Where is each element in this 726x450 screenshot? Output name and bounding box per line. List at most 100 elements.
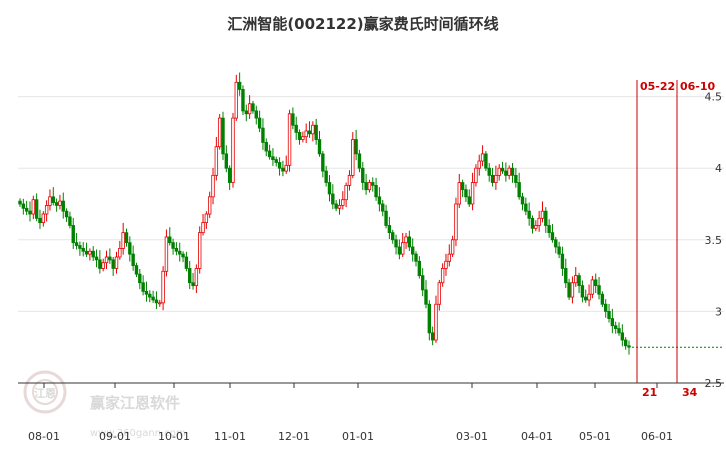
candle-body (267, 150, 272, 158)
candle-body (464, 189, 468, 198)
candle (277, 157, 282, 176)
candle-body (207, 196, 212, 215)
candle-body (570, 282, 575, 298)
candle-body (234, 81, 239, 119)
candle (560, 246, 565, 276)
candle-body (460, 182, 465, 191)
candle (597, 277, 601, 300)
y-axis: 2.533.544.5 (705, 91, 723, 390)
candle-body (577, 275, 581, 287)
candle (144, 281, 149, 302)
candle (231, 112, 235, 188)
candle (604, 299, 608, 318)
candle (244, 104, 248, 122)
candle (148, 290, 152, 303)
candle-body (91, 250, 95, 258)
candle (301, 131, 305, 143)
candle-body (344, 184, 348, 201)
candle-body (377, 196, 382, 205)
candle-body (94, 256, 99, 261)
candle (38, 209, 42, 229)
candle-body (497, 167, 501, 176)
candle (267, 144, 272, 160)
candle (577, 272, 581, 294)
candle (331, 184, 335, 210)
y-tick-label: 3 (715, 305, 722, 318)
candle (517, 172, 521, 200)
candle-body (590, 279, 595, 295)
candle (154, 291, 159, 310)
candle (427, 300, 432, 341)
candle-body (564, 268, 568, 284)
candle-body (557, 246, 561, 255)
candle (387, 216, 392, 239)
candle (544, 207, 548, 233)
candle-body (111, 259, 115, 269)
candle-body (354, 139, 358, 155)
candle (34, 193, 39, 222)
candle-body (18, 200, 22, 205)
candle-body (311, 124, 315, 135)
candle (417, 256, 422, 279)
candle-body (600, 293, 605, 305)
candle-body (181, 253, 185, 258)
candle-body (361, 167, 365, 183)
cycle-date-label: 06-10 (680, 80, 716, 93)
candle-body (307, 130, 312, 135)
candle-body (201, 222, 205, 234)
candle-body (613, 325, 618, 329)
candle-body (474, 167, 478, 183)
candle (454, 197, 458, 247)
candle-body (44, 205, 49, 215)
candle-body (594, 279, 598, 287)
candle-body (204, 213, 209, 224)
candle (184, 251, 189, 272)
cycle-count-label: 21 (642, 386, 657, 399)
candle (397, 239, 402, 260)
candle (450, 235, 455, 257)
candle-body (88, 250, 92, 255)
candle-body (504, 170, 508, 176)
candle (557, 241, 561, 259)
candle (444, 253, 448, 276)
candle-body (364, 182, 368, 191)
candle (351, 132, 355, 179)
candle-body (477, 160, 481, 169)
candle-body (510, 167, 515, 176)
candle-body (194, 268, 199, 287)
x-tick-label: 04-01 (521, 430, 553, 443)
candle (497, 164, 501, 181)
watermark-url: www.360gann.com (90, 428, 186, 439)
candle-body (34, 199, 39, 219)
candle-body (297, 131, 302, 140)
candle-body (171, 242, 175, 249)
gridlines (18, 96, 724, 312)
y-tick-label: 4 (715, 162, 722, 175)
candle (410, 238, 415, 262)
candle-body (357, 153, 362, 169)
candle (124, 228, 129, 247)
candle (174, 242, 179, 256)
candle-body (158, 302, 162, 305)
candle-body (241, 89, 245, 112)
candle (24, 200, 29, 216)
candle-body (264, 142, 268, 152)
candle (274, 156, 278, 167)
candle (324, 165, 328, 187)
candle (524, 197, 528, 216)
candle-body (108, 256, 112, 261)
candle (91, 246, 95, 261)
candle (530, 215, 535, 234)
candle (131, 245, 135, 271)
candle-body (467, 196, 471, 205)
candle (374, 177, 378, 201)
candle (404, 232, 408, 249)
candle-body (314, 124, 318, 140)
candle (188, 260, 192, 290)
candle-body (287, 113, 292, 166)
candle (420, 268, 425, 297)
candle-body (154, 299, 159, 304)
candle-body (623, 339, 628, 347)
candle (574, 267, 578, 287)
